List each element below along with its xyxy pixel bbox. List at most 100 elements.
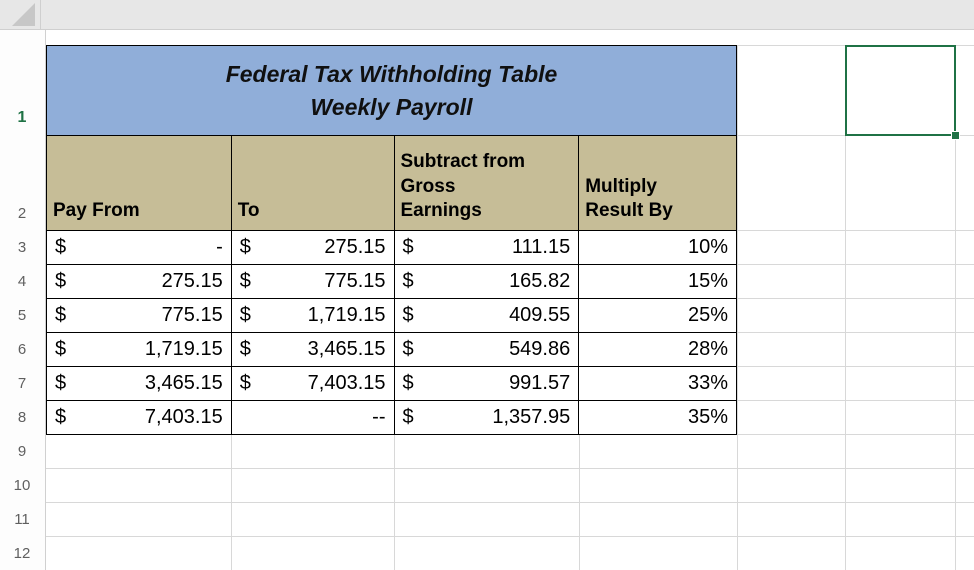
subtract-cell[interactable]: $409.55 [394, 299, 580, 333]
row-header-4[interactable]: 4 [17, 273, 27, 290]
currency-symbol: $ [239, 236, 251, 258]
row-header-1[interactable]: 1 [17, 109, 27, 126]
row-header-5[interactable]: 5 [17, 307, 27, 324]
to-cell[interactable]: $275.15 [231, 231, 395, 265]
to-cell[interactable]: $7,403.15 [231, 367, 395, 401]
pay-from-value: 275.15 [161, 270, 223, 292]
header-pay-from-label: Pay From [53, 200, 140, 222]
subtract-value: 409.55 [509, 304, 571, 326]
currency-symbol: $ [55, 372, 67, 394]
pay-from-cell[interactable]: $7,403.15 [47, 401, 232, 435]
currency-symbol: $ [402, 338, 414, 360]
currency-symbol: $ [239, 338, 251, 360]
fill-handle[interactable] [951, 131, 960, 140]
rate-value: 35% [687, 406, 729, 428]
header-subtract[interactable]: Subtract from Gross Earnings [394, 136, 580, 231]
header-multiply[interactable]: Multiply Result By [579, 136, 737, 231]
subtract-cell[interactable]: $991.57 [394, 367, 580, 401]
table-row: $775.15 $1,719.15 $409.55 25% [47, 299, 738, 333]
table-title-cell[interactable]: Federal Tax Withholding Table Weekly Pay… [47, 46, 737, 136]
currency-symbol: $ [402, 236, 414, 258]
pay-from-cell[interactable]: $3,465.15 [47, 367, 232, 401]
row-header-7[interactable]: 7 [17, 375, 27, 392]
pay-from-cell[interactable]: $1,719.15 [47, 333, 232, 367]
table-title-line1: Federal Tax Withholding Table [225, 61, 558, 88]
to-value: -- [372, 406, 386, 428]
to-value: 3,465.15 [307, 338, 386, 360]
gridline [46, 468, 974, 469]
header-to-label: To [237, 200, 260, 222]
select-all-icon [12, 3, 35, 26]
rate-cell[interactable]: 28% [579, 333, 738, 367]
pay-from-cell[interactable]: $775.15 [47, 299, 232, 333]
gridline [955, 45, 956, 570]
rate-value: 33% [687, 372, 729, 394]
rate-cell[interactable]: 10% [579, 231, 738, 265]
rate-value: 28% [687, 338, 729, 360]
select-all-corner[interactable] [0, 0, 41, 29]
row-header-8[interactable]: 8 [17, 409, 27, 426]
row-header-3[interactable]: 3 [17, 239, 27, 256]
header-subtract-label: Subtract from Gross Earnings [400, 150, 526, 222]
to-cell[interactable]: $775.15 [231, 265, 395, 299]
rate-cell[interactable]: 35% [579, 401, 738, 435]
header-pay-from[interactable]: Pay From [47, 136, 232, 231]
pay-from-cell[interactable]: $275.15 [47, 265, 232, 299]
selected-cell-outline[interactable] [845, 45, 960, 140]
header-to[interactable]: To [231, 136, 395, 231]
pay-from-value: 7,403.15 [144, 406, 223, 428]
rate-cell[interactable]: 15% [579, 265, 738, 299]
subtract-value: 165.82 [509, 270, 571, 292]
pay-from-value: 1,719.15 [144, 338, 223, 360]
header-multiply-label: Multiply Result By [585, 175, 673, 222]
currency-symbol: $ [55, 338, 67, 360]
subtract-value: 991.57 [509, 372, 571, 394]
title-row: Federal Tax Withholding Table Weekly Pay… [47, 46, 737, 136]
currency-symbol: $ [402, 406, 414, 428]
currency-symbol: $ [402, 372, 414, 394]
subtract-cell[interactable]: $1,357.95 [394, 401, 580, 435]
to-cell[interactable]: $1,719.15 [231, 299, 395, 333]
currency-symbol: $ [239, 304, 251, 326]
currency-symbol: $ [55, 406, 67, 428]
rate-value: 25% [687, 304, 729, 326]
to-cell[interactable]: -- [231, 401, 395, 435]
currency-symbol: $ [55, 304, 67, 326]
row-header-11[interactable]: 11 [14, 511, 30, 528]
row-header-2[interactable]: 2 [17, 205, 27, 222]
row-header-6[interactable]: 6 [17, 341, 27, 358]
rate-cell[interactable]: 25% [579, 299, 738, 333]
table-row: $3,465.15 $7,403.15 $991.57 33% [47, 367, 738, 401]
row-header-column: 1 2 3 4 5 6 7 8 9 10 11 12 [0, 30, 46, 570]
column-header-bar [0, 0, 974, 30]
table-row: $7,403.15 -- $1,357.95 35% [47, 401, 738, 435]
currency-symbol: $ [55, 236, 67, 258]
pay-from-value: 775.15 [161, 304, 223, 326]
currency-symbol: $ [402, 270, 414, 292]
subtract-value: 549.86 [509, 338, 571, 360]
row-header-9[interactable]: 9 [17, 443, 27, 460]
currency-symbol: $ [239, 270, 251, 292]
gridline [737, 45, 738, 570]
subtract-cell[interactable]: $549.86 [394, 333, 580, 367]
currency-symbol: $ [402, 304, 414, 326]
row-header-10[interactable]: 10 [13, 477, 31, 494]
gridline [845, 45, 846, 570]
currency-symbol: $ [55, 270, 67, 292]
subtract-cell[interactable]: $111.15 [394, 231, 580, 265]
to-value: 7,403.15 [307, 372, 386, 394]
rate-value: 15% [687, 270, 729, 292]
row-header-12[interactable]: 12 [13, 545, 31, 562]
rate-cell[interactable]: 33% [579, 367, 738, 401]
gridline [46, 502, 974, 503]
pay-from-value: - [216, 236, 223, 258]
to-cell[interactable]: $3,465.15 [231, 333, 395, 367]
to-value: 275.15 [324, 236, 386, 258]
subtract-value: 1,357.95 [492, 406, 571, 428]
to-value: 775.15 [324, 270, 386, 292]
rate-value: 10% [687, 236, 729, 258]
pay-from-cell[interactable]: $ - [47, 231, 232, 265]
gridline [46, 536, 974, 537]
subtract-cell[interactable]: $165.82 [394, 265, 580, 299]
